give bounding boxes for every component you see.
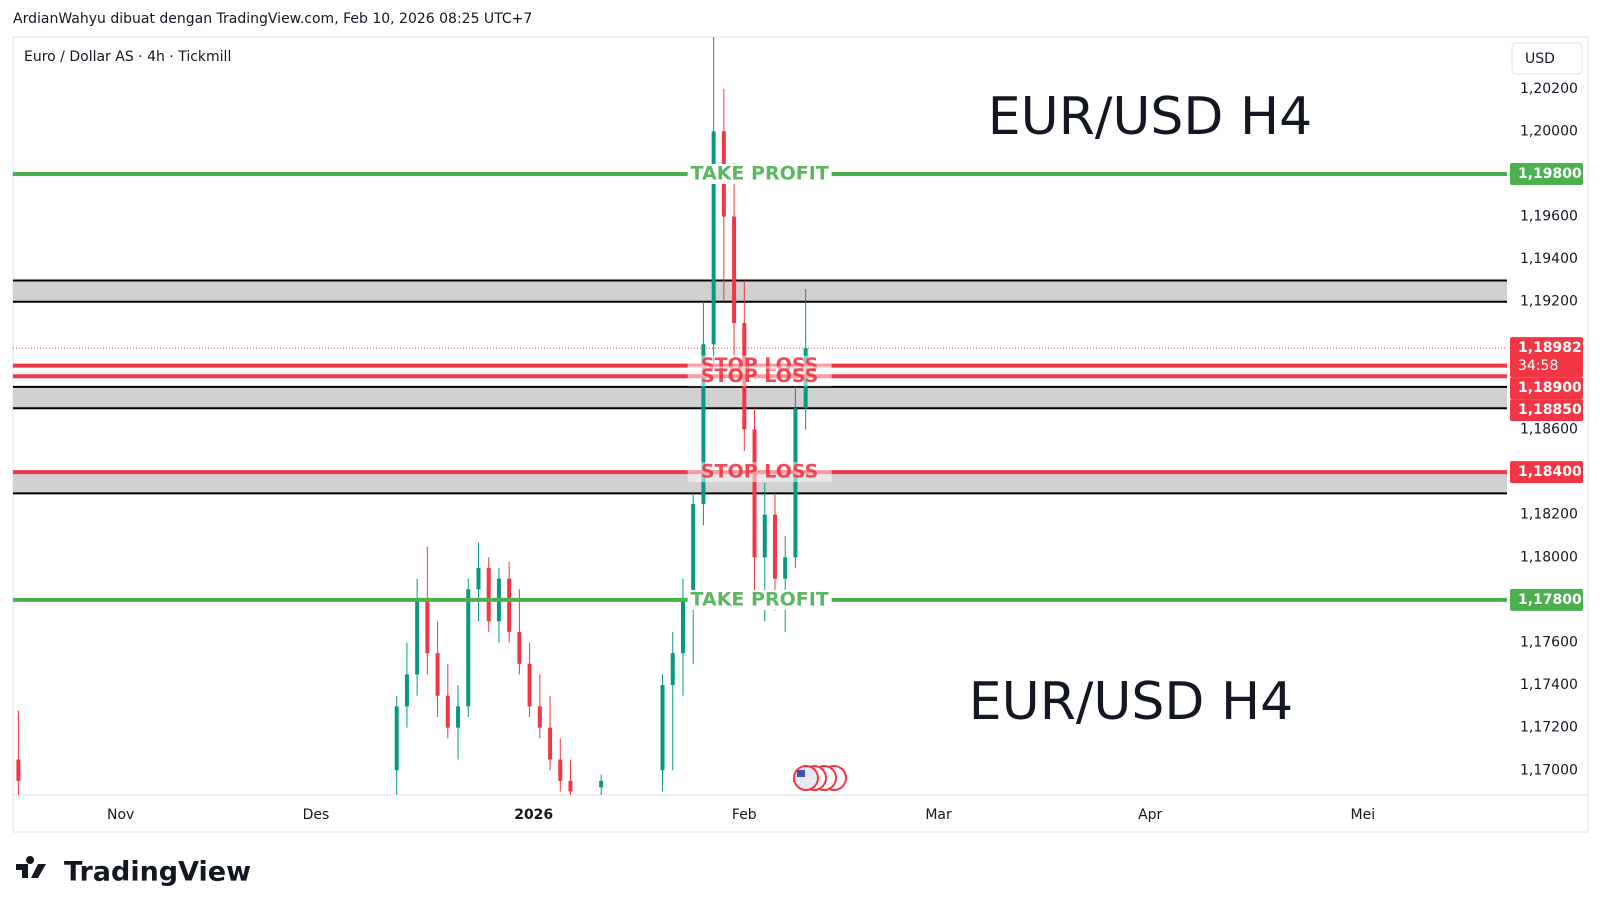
zone (13, 386, 1507, 409)
y-tick-label: 1,20200 (1520, 81, 1578, 97)
level-label-bg (687, 163, 832, 184)
candle-body (660, 685, 665, 771)
zone (13, 280, 1507, 302)
candle-body (711, 131, 716, 345)
candle-body (456, 706, 461, 728)
x-tick-label: Apr (1138, 807, 1162, 823)
price-label-box (1510, 399, 1583, 422)
candle-body (517, 631, 522, 664)
candle-body (793, 408, 798, 558)
candle-body (548, 727, 553, 760)
y-tick-label: 1,19400 (1520, 251, 1578, 267)
candle-body (16, 759, 21, 781)
currency-button[interactable] (1511, 42, 1583, 75)
candle-body (691, 504, 696, 600)
x-tick-label: 2026 (514, 807, 553, 823)
candle-body (394, 706, 399, 771)
price-label: 1,18982 (1518, 340, 1582, 356)
x-tick-label: Nov (107, 807, 134, 823)
price-label-box (1510, 162, 1583, 185)
level-label: STOP LOSS (701, 365, 818, 387)
candle-body (415, 599, 420, 675)
price-label: 34:58 (1518, 358, 1558, 374)
x-tick-label: Des (303, 807, 330, 823)
level-label: TAKE PROFIT (691, 162, 829, 184)
price-label: 1,18850 (1518, 402, 1582, 418)
candle-body (701, 344, 706, 505)
candle-body (445, 695, 450, 728)
candle-body (558, 759, 563, 781)
candle-body (527, 663, 532, 707)
price-label: 1,17800 (1518, 592, 1582, 608)
y-tick-label: 1,17400 (1520, 677, 1578, 693)
x-tick-label: Feb (732, 807, 757, 823)
price-label-box (1510, 377, 1583, 400)
candle-body (762, 514, 767, 558)
candle-body (404, 674, 409, 707)
candle-body (568, 780, 573, 792)
y-tick-label: 1,17000 (1520, 762, 1578, 778)
candle-body (476, 567, 481, 590)
y-tick-label: 1,20000 (1520, 123, 1578, 139)
x-tick-label: Mei (1351, 807, 1376, 823)
candle-body (537, 706, 542, 728)
price-label: 1,19800 (1518, 166, 1582, 182)
event-icons[interactable] (793, 765, 847, 791)
candle-body (466, 589, 471, 707)
candle-body (783, 557, 788, 579)
logo (16, 856, 46, 878)
currency[interactable]: USD (1525, 51, 1555, 67)
level-label: TAKE PROFIT (691, 588, 829, 610)
price-label: 1,18400 (1518, 464, 1582, 480)
price-label: 1,18900 (1518, 380, 1582, 396)
price-label-box (1510, 461, 1583, 484)
chart-frame (12, 36, 1589, 833)
level-label-bg (687, 589, 832, 610)
candle-body (752, 429, 757, 558)
y-tick-label: 1,18200 (1520, 507, 1578, 523)
candle-body (425, 599, 430, 654)
candle-body (670, 653, 675, 686)
candle-body (435, 653, 440, 696)
candle-body (599, 780, 604, 788)
overlay: 1,17000 1,17200 1,17400 1,17600 1,17800 1,180… (107, 81, 1583, 823)
level-label-bg (687, 462, 832, 483)
price-label-box (1510, 337, 1583, 378)
y-tick-label: 1,19200 (1520, 294, 1578, 310)
x-tick-label: Mar (925, 807, 952, 823)
y-tick-label: 1,18600 (1520, 422, 1578, 438)
header: ArdianWahyu dibuat dengan TradingView.co… (13, 11, 532, 27)
candle-body (680, 599, 685, 654)
symbol-title: Euro / Dollar AS · 4h · Tickmill (24, 49, 231, 65)
y-tick-label: 1,17600 (1520, 634, 1578, 650)
candle-body (486, 567, 491, 622)
candle-body (507, 578, 512, 632)
level-label-bg (687, 366, 832, 387)
y-tick-label: 1,17200 (1520, 720, 1578, 736)
brand: TradingView (64, 857, 251, 888)
y-tick-label: 1,18000 (1520, 549, 1578, 565)
zone (13, 472, 1507, 494)
annotation: EUR/USD H4 (988, 87, 1312, 147)
price-label-box (1510, 588, 1583, 611)
candle-body (772, 514, 777, 579)
annotation: EUR/USD H4 (969, 672, 1293, 732)
level-label: STOP LOSS (701, 461, 818, 483)
candle-body (732, 216, 737, 324)
y-tick-label: 1,19600 (1520, 209, 1578, 225)
